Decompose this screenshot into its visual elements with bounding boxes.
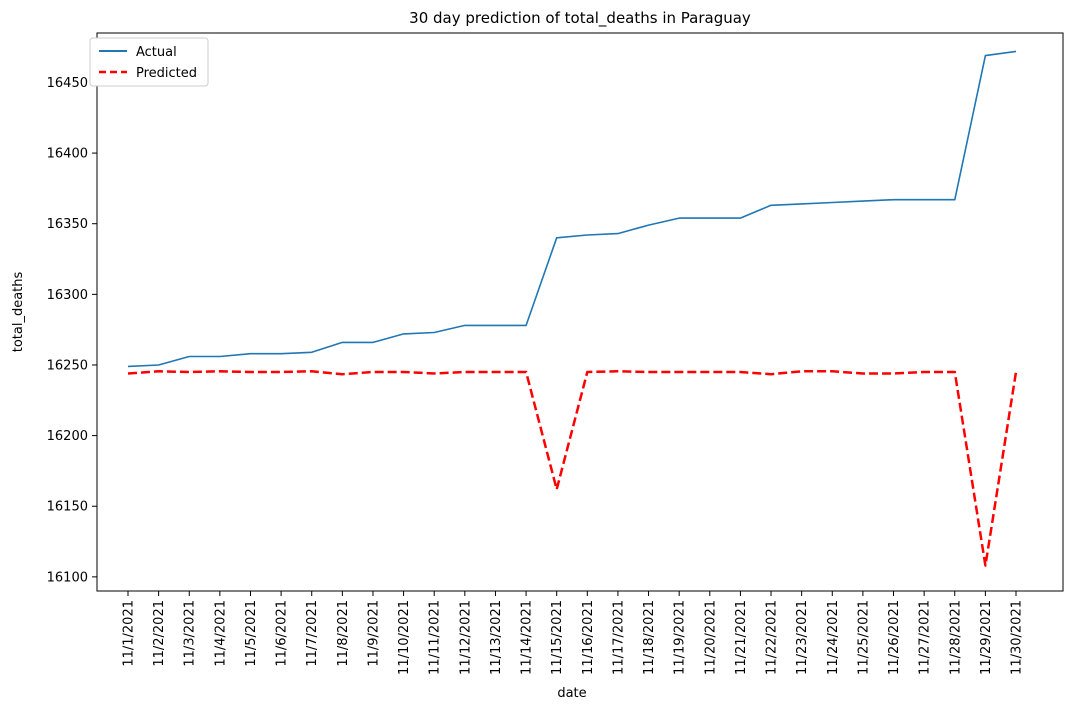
plot-area xyxy=(96,32,1064,592)
chart-title: 30 day prediction of total_deaths in Par… xyxy=(409,9,751,28)
x-tick-label: 11/20/2021 xyxy=(703,600,718,675)
y-tick-label: 16100 xyxy=(47,570,88,585)
x-tick-label: 11/8/2021 xyxy=(336,600,351,667)
x-tick-label: 11/17/2021 xyxy=(611,600,626,675)
x-tick-label: 11/2/2021 xyxy=(152,600,167,667)
x-axis-title: date xyxy=(557,686,586,701)
x-tick-label: 11/18/2021 xyxy=(642,600,657,675)
x-tick-label: 11/14/2021 xyxy=(520,600,535,675)
x-tick-label: 11/3/2021 xyxy=(183,600,198,667)
x-tick-label: 11/21/2021 xyxy=(734,600,749,675)
x-tick-label: 11/7/2021 xyxy=(305,600,320,667)
x-tick-label: 11/28/2021 xyxy=(948,600,963,675)
x-tick-label: 11/23/2021 xyxy=(795,600,810,675)
x-axis: 11/1/2021 11/2/2021 11/3/2021 11/4/2021 11/5… xyxy=(122,591,1025,675)
y-axis: 16100 16150 16200 16250 16300 16350 16400 16450 xyxy=(47,76,97,585)
y-tick-label: 16400 xyxy=(47,147,88,162)
x-tick-label: 11/19/2021 xyxy=(673,600,688,675)
x-tick-label: 11/30/2021 xyxy=(1010,600,1025,675)
x-tick-label: 11/29/2021 xyxy=(979,600,994,675)
series-layer xyxy=(127,50,1018,567)
y-tick-label: 16300 xyxy=(47,288,88,303)
x-tick-label: 11/1/2021 xyxy=(122,600,137,667)
x-tick-label: 11/27/2021 xyxy=(918,600,933,675)
legend-label-predicted: Predicted xyxy=(136,66,197,81)
x-tick-label: 11/26/2021 xyxy=(887,600,902,675)
x-tick-label: 11/9/2021 xyxy=(366,600,381,667)
y-tick-label: 16200 xyxy=(47,429,88,444)
y-tick-label: 16250 xyxy=(47,358,88,373)
x-tick-label: 11/13/2021 xyxy=(489,600,504,675)
series-line-predicted xyxy=(127,370,1018,567)
x-tick-label: 11/11/2021 xyxy=(428,600,443,675)
x-tick-label: 11/10/2021 xyxy=(397,600,412,675)
x-tick-label: 11/5/2021 xyxy=(244,600,259,667)
x-tick-label: 11/4/2021 xyxy=(213,600,228,667)
legend-label-actual: Actual xyxy=(136,45,177,60)
x-tick-label: 11/22/2021 xyxy=(765,600,780,675)
x-tick-label: 11/16/2021 xyxy=(581,600,596,675)
x-tick-label: 11/6/2021 xyxy=(275,600,290,667)
x-tick-label: 11/12/2021 xyxy=(458,600,473,675)
y-tick-label: 16450 xyxy=(47,76,88,91)
x-tick-label: 11/24/2021 xyxy=(826,600,841,675)
y-tick-label: 16150 xyxy=(47,500,88,515)
y-tick-label: 16350 xyxy=(47,217,88,232)
x-tick-label: 11/25/2021 xyxy=(856,600,871,675)
series-line-actual xyxy=(127,50,1017,368)
y-axis-title: total_deaths xyxy=(11,272,26,353)
x-tick-label: 11/15/2021 xyxy=(550,600,565,675)
legend: Actual Predicted xyxy=(89,37,209,87)
